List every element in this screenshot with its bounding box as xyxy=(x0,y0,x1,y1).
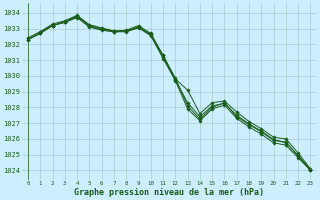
X-axis label: Graphe pression niveau de la mer (hPa): Graphe pression niveau de la mer (hPa) xyxy=(74,188,264,197)
